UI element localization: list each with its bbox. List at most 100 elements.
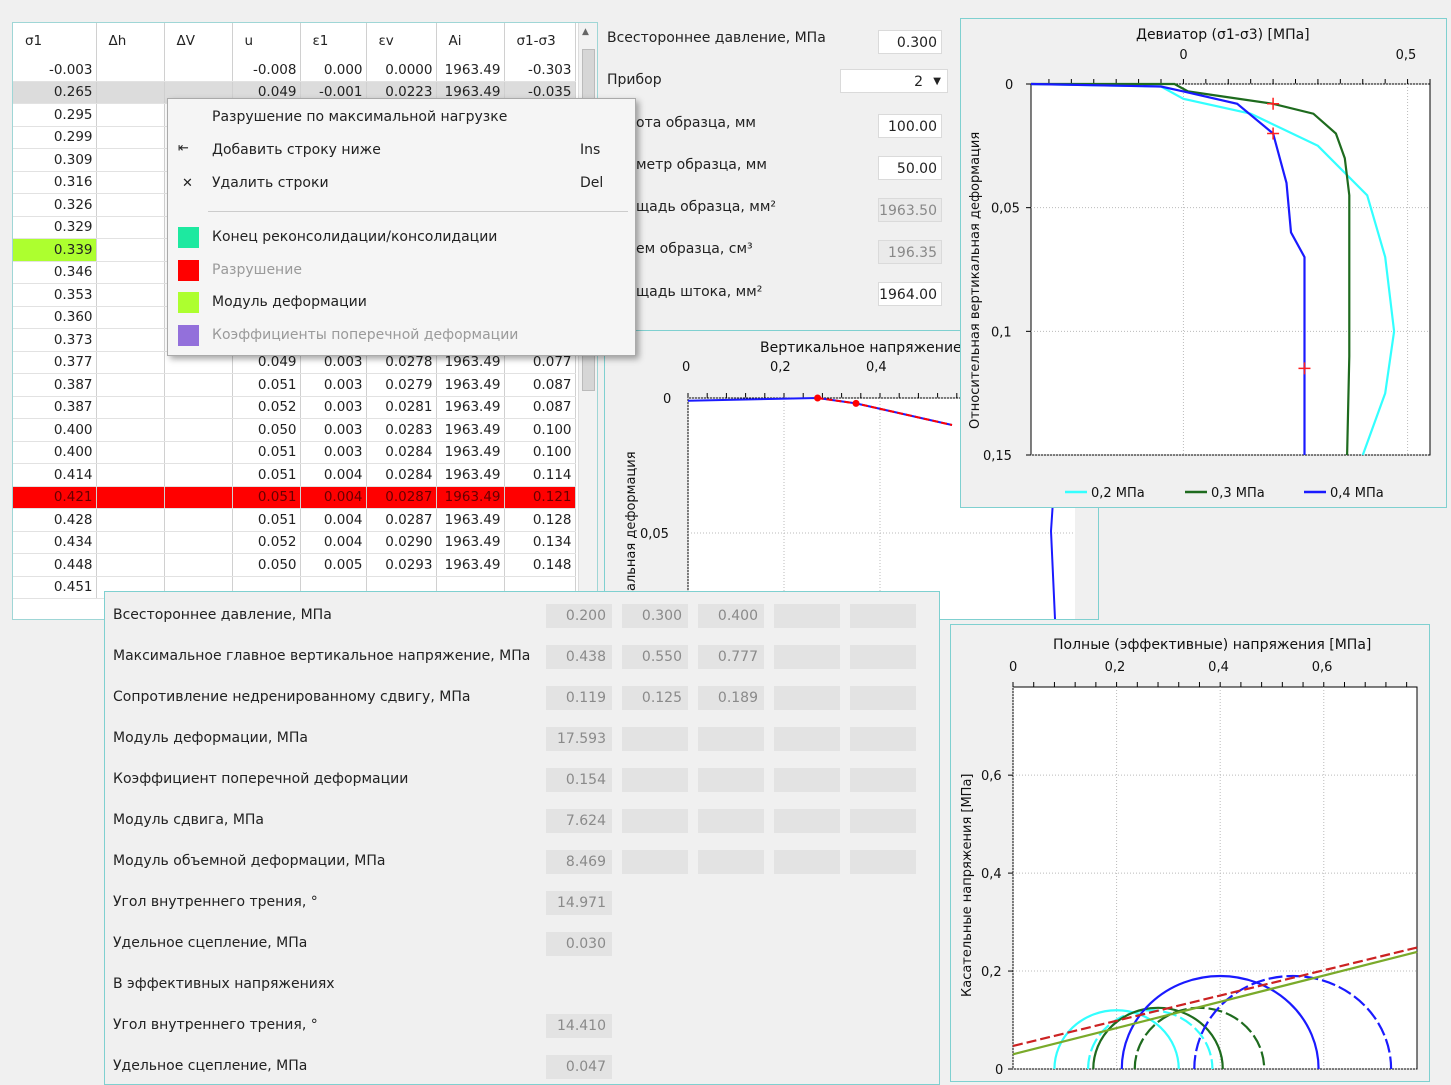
table-cell[interactable] (96, 463, 165, 487)
table-cell[interactable]: 0.003 (300, 396, 367, 419)
table-cell[interactable]: 0.003 (300, 373, 367, 397)
table-row[interactable]: 0.448 0.050 0.005 0.0293 1963.49 0.148 (13, 553, 576, 577)
table-cell[interactable]: 0.360 (13, 306, 97, 329)
table-row[interactable]: 0.434 0.052 0.004 0.0290 1963.49 0.134 (13, 531, 576, 554)
table-cell[interactable]: 1963.49 (436, 373, 505, 397)
table-cell[interactable] (96, 351, 165, 374)
menu-item-failure[interactable]: Разрушение (212, 262, 302, 278)
table-row[interactable]: 0.387 0.052 0.003 0.0281 1963.49 0.087 (13, 396, 576, 419)
table-row[interactable]: 0.400 0.050 0.003 0.0283 1963.49 0.100 (13, 418, 576, 442)
table-cell[interactable]: 0.326 (13, 193, 97, 217)
table-cell[interactable] (96, 441, 165, 464)
table-cell[interactable] (96, 81, 165, 104)
table-row[interactable]: 0.421 0.051 0.004 0.0287 1963.49 0.121 (13, 486, 576, 509)
table-cell[interactable]: 0.387 (13, 396, 97, 419)
table-cell[interactable]: -0.003 (13, 59, 97, 82)
table-cell[interactable]: 0.005 (300, 553, 367, 577)
table-cell[interactable] (164, 373, 233, 397)
table-cell[interactable] (164, 486, 233, 509)
table-cell[interactable]: 0.052 (232, 531, 301, 554)
table-cell[interactable]: 1963.49 (436, 553, 505, 577)
table-row[interactable]: 0.400 0.051 0.003 0.0284 1963.49 0.100 (13, 441, 576, 464)
table-cell[interactable]: 0.003 (300, 418, 367, 442)
table-cell[interactable]: 0.004 (300, 508, 367, 532)
table-cell[interactable]: 0.373 (13, 328, 97, 352)
table-cell[interactable]: 0.265 (13, 81, 97, 104)
table-cell[interactable] (96, 126, 165, 149)
menu-item-add-row[interactable]: Добавить строку ниже (212, 142, 381, 158)
table-cell[interactable]: -0.303 (504, 59, 576, 82)
table-cell[interactable] (96, 216, 165, 239)
table-cell[interactable]: 0.134 (504, 531, 576, 554)
table-cell[interactable]: 0.0287 (366, 486, 437, 509)
table-cell[interactable]: 0.000 (300, 59, 367, 82)
table-cell[interactable]: 0.414 (13, 463, 97, 487)
table-row[interactable]: 0.414 0.051 0.004 0.0284 1963.49 0.114 (13, 463, 576, 487)
table-row[interactable]: -0.003 -0.008 0.000 0.0000 1963.49 -0.303 (13, 59, 576, 82)
table-cell[interactable]: 0.004 (300, 486, 367, 509)
table-cell[interactable]: 0.0278 (366, 351, 437, 374)
table-cell[interactable]: 0.346 (13, 261, 97, 284)
col-header-epsv[interactable]: εv (366, 23, 437, 59)
height-input[interactable]: 100.00 (878, 114, 942, 138)
table-cell[interactable]: 1963.49 (436, 59, 505, 82)
device-select[interactable]: 2 ▼ (840, 69, 948, 93)
table-cell[interactable]: 0.400 (13, 441, 97, 464)
rod-area-input[interactable]: 1964.00 (878, 282, 942, 306)
table-cell[interactable] (96, 103, 165, 127)
table-cell[interactable]: 0.051 (232, 441, 301, 464)
table-cell[interactable]: 1963.49 (436, 463, 505, 487)
table-cell[interactable]: 0.451 (13, 576, 97, 599)
table-cell[interactable] (164, 508, 233, 532)
table-row[interactable]: 0.428 0.051 0.004 0.0287 1963.49 0.128 (13, 508, 576, 532)
table-cell[interactable]: 0.148 (504, 553, 576, 577)
table-cell[interactable] (96, 261, 165, 284)
table-cell[interactable] (96, 328, 165, 352)
table-cell[interactable]: 0.087 (504, 396, 576, 419)
menu-item-deformation-modulus[interactable]: Модуль деформации (212, 294, 367, 310)
table-row[interactable]: 0.377 0.049 0.003 0.0278 1963.49 0.077 (13, 351, 576, 374)
table-cell[interactable] (164, 351, 233, 374)
table-cell[interactable]: 1963.49 (436, 441, 505, 464)
table-cell[interactable] (164, 531, 233, 554)
menu-item-delete-rows[interactable]: Удалить строки (212, 175, 329, 191)
table-cell[interactable]: -0.008 (232, 59, 301, 82)
table-cell[interactable]: 0.377 (13, 351, 97, 374)
table-cell[interactable]: 0.295 (13, 103, 97, 127)
table-cell[interactable]: 0.051 (232, 373, 301, 397)
table-cell[interactable]: 0.004 (300, 463, 367, 487)
table-cell[interactable]: 0.316 (13, 171, 97, 194)
table-cell[interactable]: 0.0283 (366, 418, 437, 442)
table-cell[interactable] (164, 441, 233, 464)
table-cell[interactable]: 0.0279 (366, 373, 437, 397)
col-header-u[interactable]: u (232, 23, 301, 59)
table-cell[interactable]: 0.100 (504, 418, 576, 442)
pressure-input[interactable]: 0.300 (878, 30, 942, 54)
col-header-dv[interactable]: ΔV (164, 23, 233, 59)
table-cell[interactable]: 0.051 (232, 486, 301, 509)
table-cell[interactable]: 0.087 (504, 373, 576, 397)
col-header-dh[interactable]: Δh (96, 23, 165, 59)
table-cell[interactable]: 0.299 (13, 126, 97, 149)
table-cell[interactable]: 0.421 (13, 486, 97, 509)
table-cell[interactable]: 0.128 (504, 508, 576, 532)
table-cell[interactable]: 0.049 (232, 351, 301, 374)
table-cell[interactable]: 0.0290 (366, 531, 437, 554)
table-cell[interactable]: 0.051 (232, 508, 301, 532)
table-cell[interactable] (164, 463, 233, 487)
table-cell[interactable]: 1963.49 (436, 486, 505, 509)
table-cell[interactable]: 0.050 (232, 553, 301, 577)
table-cell[interactable]: 0.0284 (366, 463, 437, 487)
table-cell[interactable]: 0.0293 (366, 553, 437, 577)
table-cell[interactable] (96, 373, 165, 397)
table-cell[interactable]: 0.329 (13, 216, 97, 239)
table-cell[interactable] (164, 396, 233, 419)
table-cell[interactable]: 1963.49 (436, 351, 505, 374)
table-cell[interactable]: 0.353 (13, 283, 97, 307)
table-cell[interactable]: 0.004 (300, 531, 367, 554)
scroll-up-icon[interactable]: ▲ (582, 27, 589, 37)
table-cell[interactable]: 1963.49 (436, 531, 505, 554)
table-cell[interactable]: 0.0281 (366, 396, 437, 419)
col-header-sigma1[interactable]: σ1 (13, 23, 97, 59)
table-cell[interactable]: 1963.49 (436, 396, 505, 419)
